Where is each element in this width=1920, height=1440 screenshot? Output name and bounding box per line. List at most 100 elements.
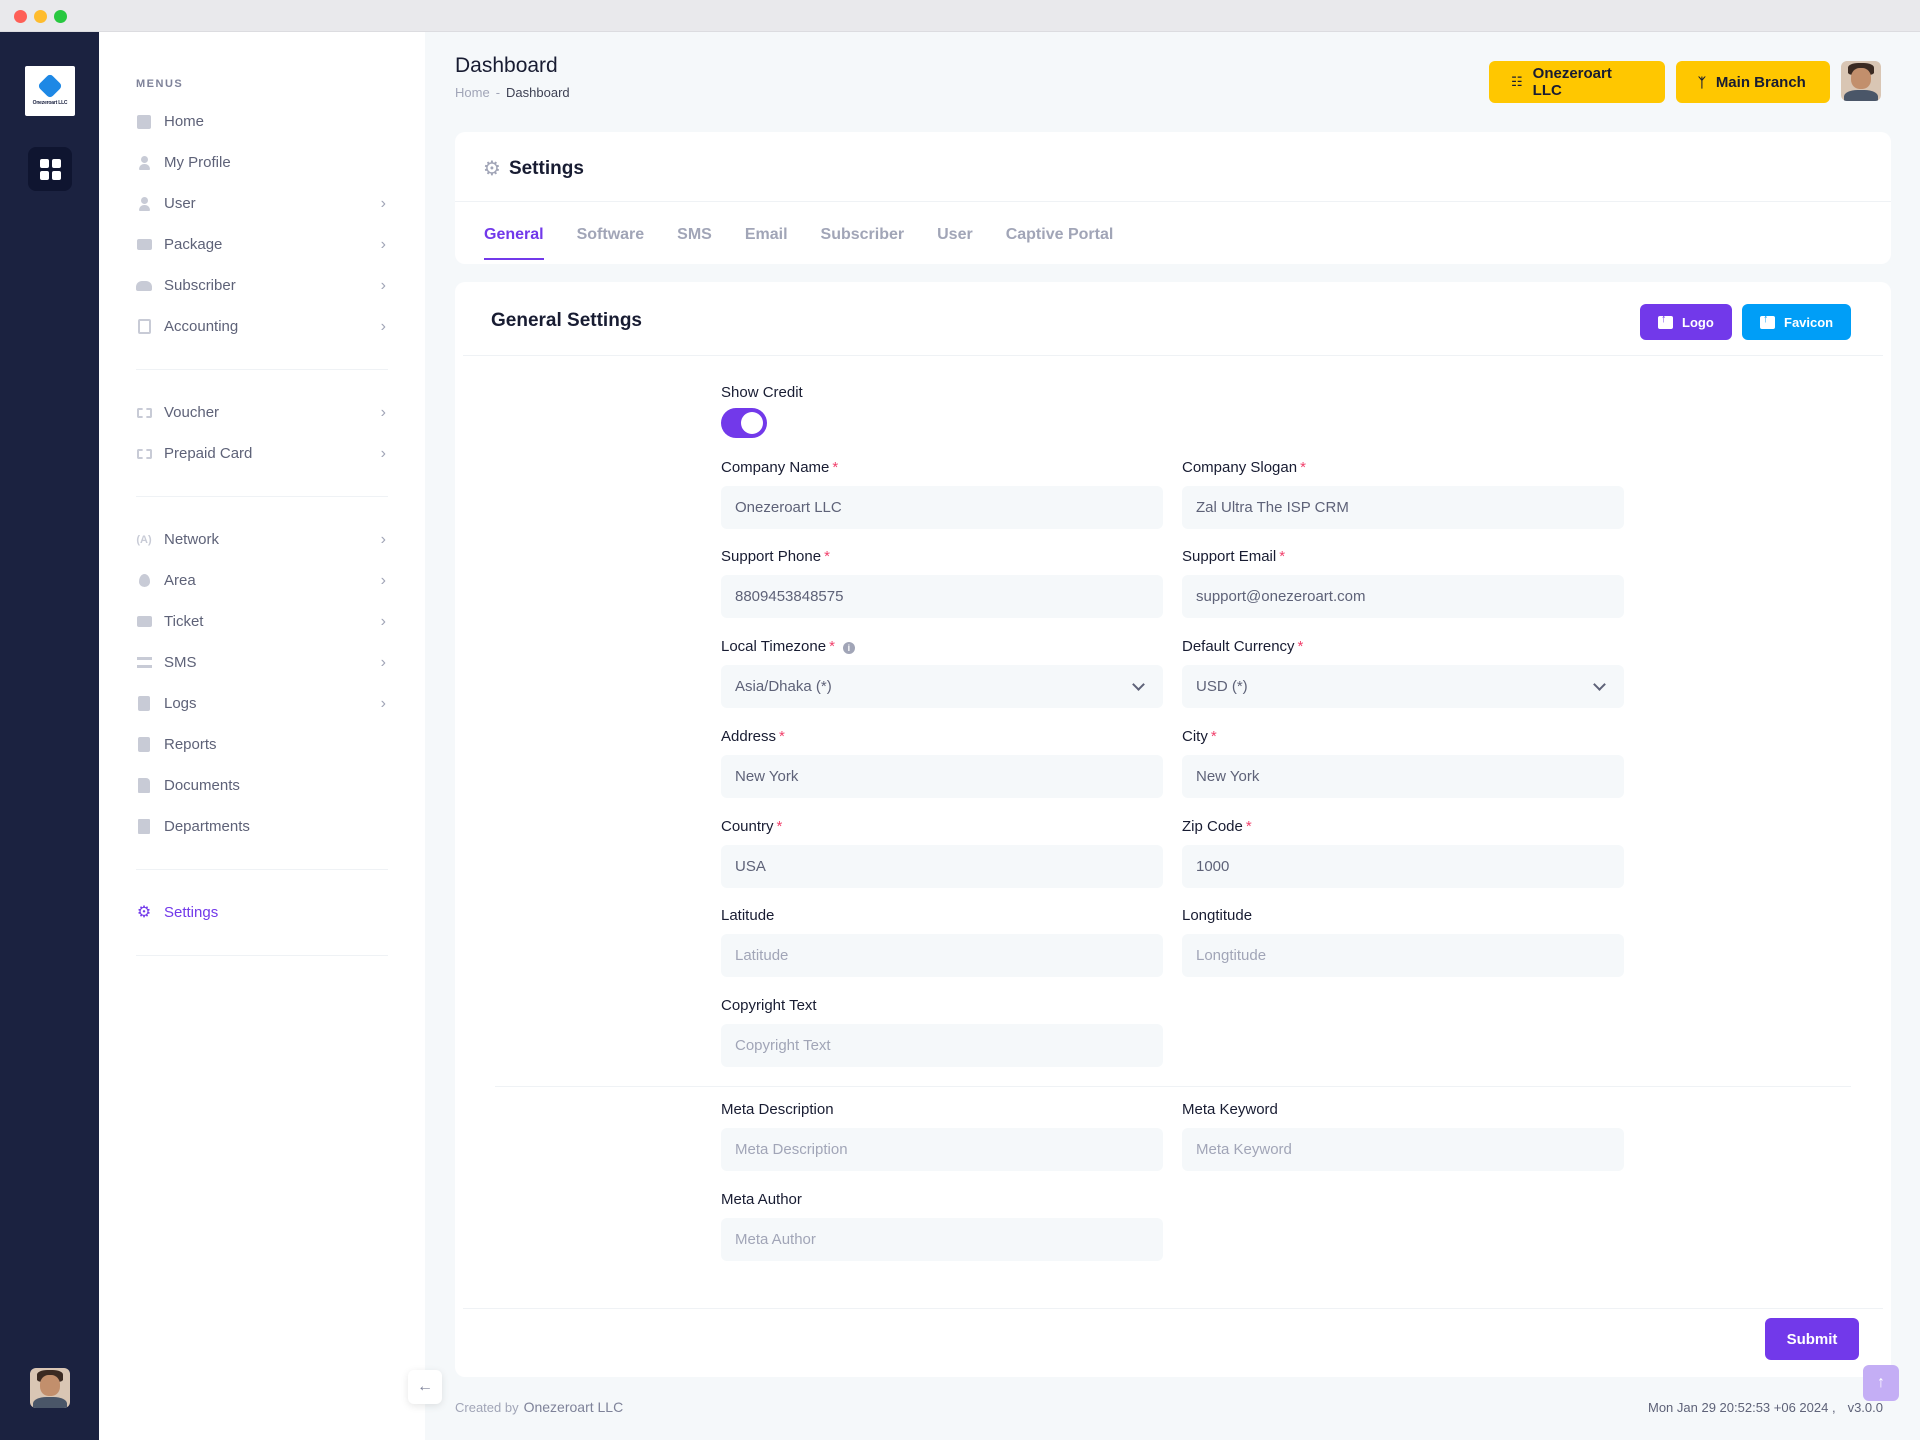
tab-user[interactable]: User [937, 226, 973, 243]
zip-code-label: Zip Code * [1182, 818, 1252, 835]
branch-icon: ᛉ [1698, 74, 1706, 90]
user-avatar[interactable] [30, 1368, 70, 1408]
upload-favicon-button[interactable]: Favicon [1742, 304, 1852, 340]
pin-icon [136, 573, 152, 589]
meta-description-input[interactable] [721, 1128, 1163, 1171]
latitude-input[interactable] [721, 934, 1163, 977]
sidebar-item-label: Documents [164, 777, 240, 794]
local-timezone-value: Asia/Dhaka (*) [735, 678, 832, 695]
footer-version: v3.0.0 [1847, 1400, 1883, 1415]
collapse-sidebar-button[interactable]: ← [408, 1370, 442, 1404]
apps-grid-button[interactable] [28, 147, 72, 191]
sidebar-item-label: User [164, 195, 196, 212]
sidebar-item-label: Settings [164, 904, 219, 921]
sidebar-item-departments[interactable]: Departments [136, 806, 388, 847]
branch-selector-button[interactable]: ᛉ Main Branch [1676, 61, 1830, 103]
sidebar-item-documents[interactable]: Documents [136, 765, 388, 806]
sidebar-item-label: Area [164, 572, 196, 589]
company-selector-button[interactable]: ☷ Onezeroart LLC [1489, 61, 1665, 103]
chevron-right-icon: › [380, 444, 386, 462]
chevron-down-icon [1593, 677, 1606, 691]
support-email-input[interactable] [1182, 575, 1624, 618]
default-currency-label: Default Currency * [1182, 638, 1304, 655]
calculator-icon [136, 319, 152, 335]
scroll-to-top-button[interactable]: ↑ [1863, 1365, 1899, 1401]
local-timezone-select[interactable]: Asia/Dhaka (*) [721, 665, 1163, 708]
maximize-window-button[interactable] [54, 10, 67, 23]
book-icon [136, 696, 152, 712]
sidebar-item-sms[interactable]: SMS › [136, 642, 388, 683]
zip-code-input[interactable] [1182, 845, 1624, 888]
default-currency-value: USD (*) [1196, 678, 1248, 695]
meta-keyword-input[interactable] [1182, 1128, 1624, 1171]
tab-software[interactable]: Software [576, 226, 645, 243]
divider [495, 1086, 1851, 1087]
settings-heading: ⚙ Settings [483, 156, 584, 181]
city-input[interactable] [1182, 755, 1624, 798]
submit-button[interactable]: Submit [1765, 1318, 1859, 1360]
company-name-input[interactable] [721, 486, 1163, 529]
general-settings-card: General Settings Logo Favicon Show Credi… [455, 282, 1891, 1377]
sidebar-item-my-profile[interactable]: My Profile [136, 142, 388, 183]
country-input[interactable] [721, 845, 1163, 888]
mail-icon [136, 614, 152, 630]
sidebar-item-package[interactable]: Package › [136, 224, 388, 265]
person-icon [136, 196, 152, 212]
breadcrumb-home[interactable]: Home [455, 85, 490, 100]
sidebar-item-user[interactable]: User › [136, 183, 388, 224]
header-user-avatar[interactable] [1841, 61, 1881, 101]
company-slogan-input[interactable] [1182, 486, 1624, 529]
close-window-button[interactable] [14, 10, 27, 23]
settings-title: Settings [508, 157, 584, 179]
tab-email[interactable]: Email [744, 226, 788, 243]
sidebar-item-voucher[interactable]: Voucher › [136, 392, 388, 433]
info-icon[interactable]: i [842, 642, 855, 654]
grid-icon [39, 158, 61, 180]
gears-icon: ⚙ [483, 158, 501, 180]
show-credit-toggle[interactable] [721, 408, 767, 438]
meta-author-input[interactable] [721, 1218, 1163, 1261]
chevron-right-icon: › [380, 612, 386, 630]
sidebar-item-logs[interactable]: Logs › [136, 683, 388, 724]
arrow-left-icon: ← [417, 1378, 433, 1395]
sidebar-item-prepaid-card[interactable]: Prepaid Card › [136, 433, 388, 474]
sidebar-item-network[interactable]: (A) Network › [136, 519, 388, 560]
sidebar-item-label: Subscriber [164, 277, 236, 294]
sidebar-item-settings[interactable]: ⚙ Settings [136, 892, 388, 933]
sidebar-item-area[interactable]: Area › [136, 560, 388, 601]
sidebar-menu: Home My Profile User › Package › Subscriber › Ac… [136, 101, 388, 978]
upload-logo-button[interactable]: Logo [1640, 304, 1732, 340]
company-logo[interactable]: Onezeroart LLC [25, 66, 75, 116]
copyright-text-input[interactable] [721, 1024, 1163, 1067]
sidebar-item-ticket[interactable]: Ticket › [136, 601, 388, 642]
divider [455, 201, 1891, 202]
tab-general[interactable]: General [484, 226, 544, 260]
sidebar-item-accounting[interactable]: Accounting › [136, 306, 388, 347]
tab-sms[interactable]: SMS [677, 226, 712, 243]
footer-company-link[interactable]: Onezeroart LLC [523, 1399, 624, 1415]
antenna-icon: (A) [136, 533, 152, 546]
sidebar-item-label: Home [164, 113, 205, 130]
address-label: Address * [721, 728, 785, 745]
sidebar-item-subscriber[interactable]: Subscriber › [136, 265, 388, 306]
sidebar-item-home[interactable]: Home [136, 101, 388, 142]
form-title: General Settings [491, 310, 642, 331]
longtitude-input[interactable] [1182, 934, 1624, 977]
show-credit-label: Show Credit [721, 384, 803, 401]
sidebar-item-reports[interactable]: Reports [136, 724, 388, 765]
company-name-label: Company Name * [721, 459, 839, 476]
sidebar-item-label: Ticket [164, 613, 204, 630]
breadcrumb: Home - Dashboard [455, 85, 570, 100]
support-phone-input[interactable] [721, 575, 1163, 618]
default-currency-select[interactable]: USD (*) [1182, 665, 1624, 708]
document-icon [136, 778, 152, 794]
minimize-window-button[interactable] [34, 10, 47, 23]
tab-captive-portal[interactable]: Captive Portal [1005, 226, 1114, 243]
home-icon [136, 114, 152, 130]
local-timezone-label: Local Timezone * i [721, 638, 855, 655]
sidebar-item-label: SMS [164, 654, 197, 671]
sidebar: MENUS Home My Profile User › Package › Subscri… [99, 32, 425, 1440]
created-by-label: Created by [455, 1400, 519, 1415]
tab-subscriber[interactable]: Subscriber [820, 226, 905, 243]
address-input[interactable] [721, 755, 1163, 798]
